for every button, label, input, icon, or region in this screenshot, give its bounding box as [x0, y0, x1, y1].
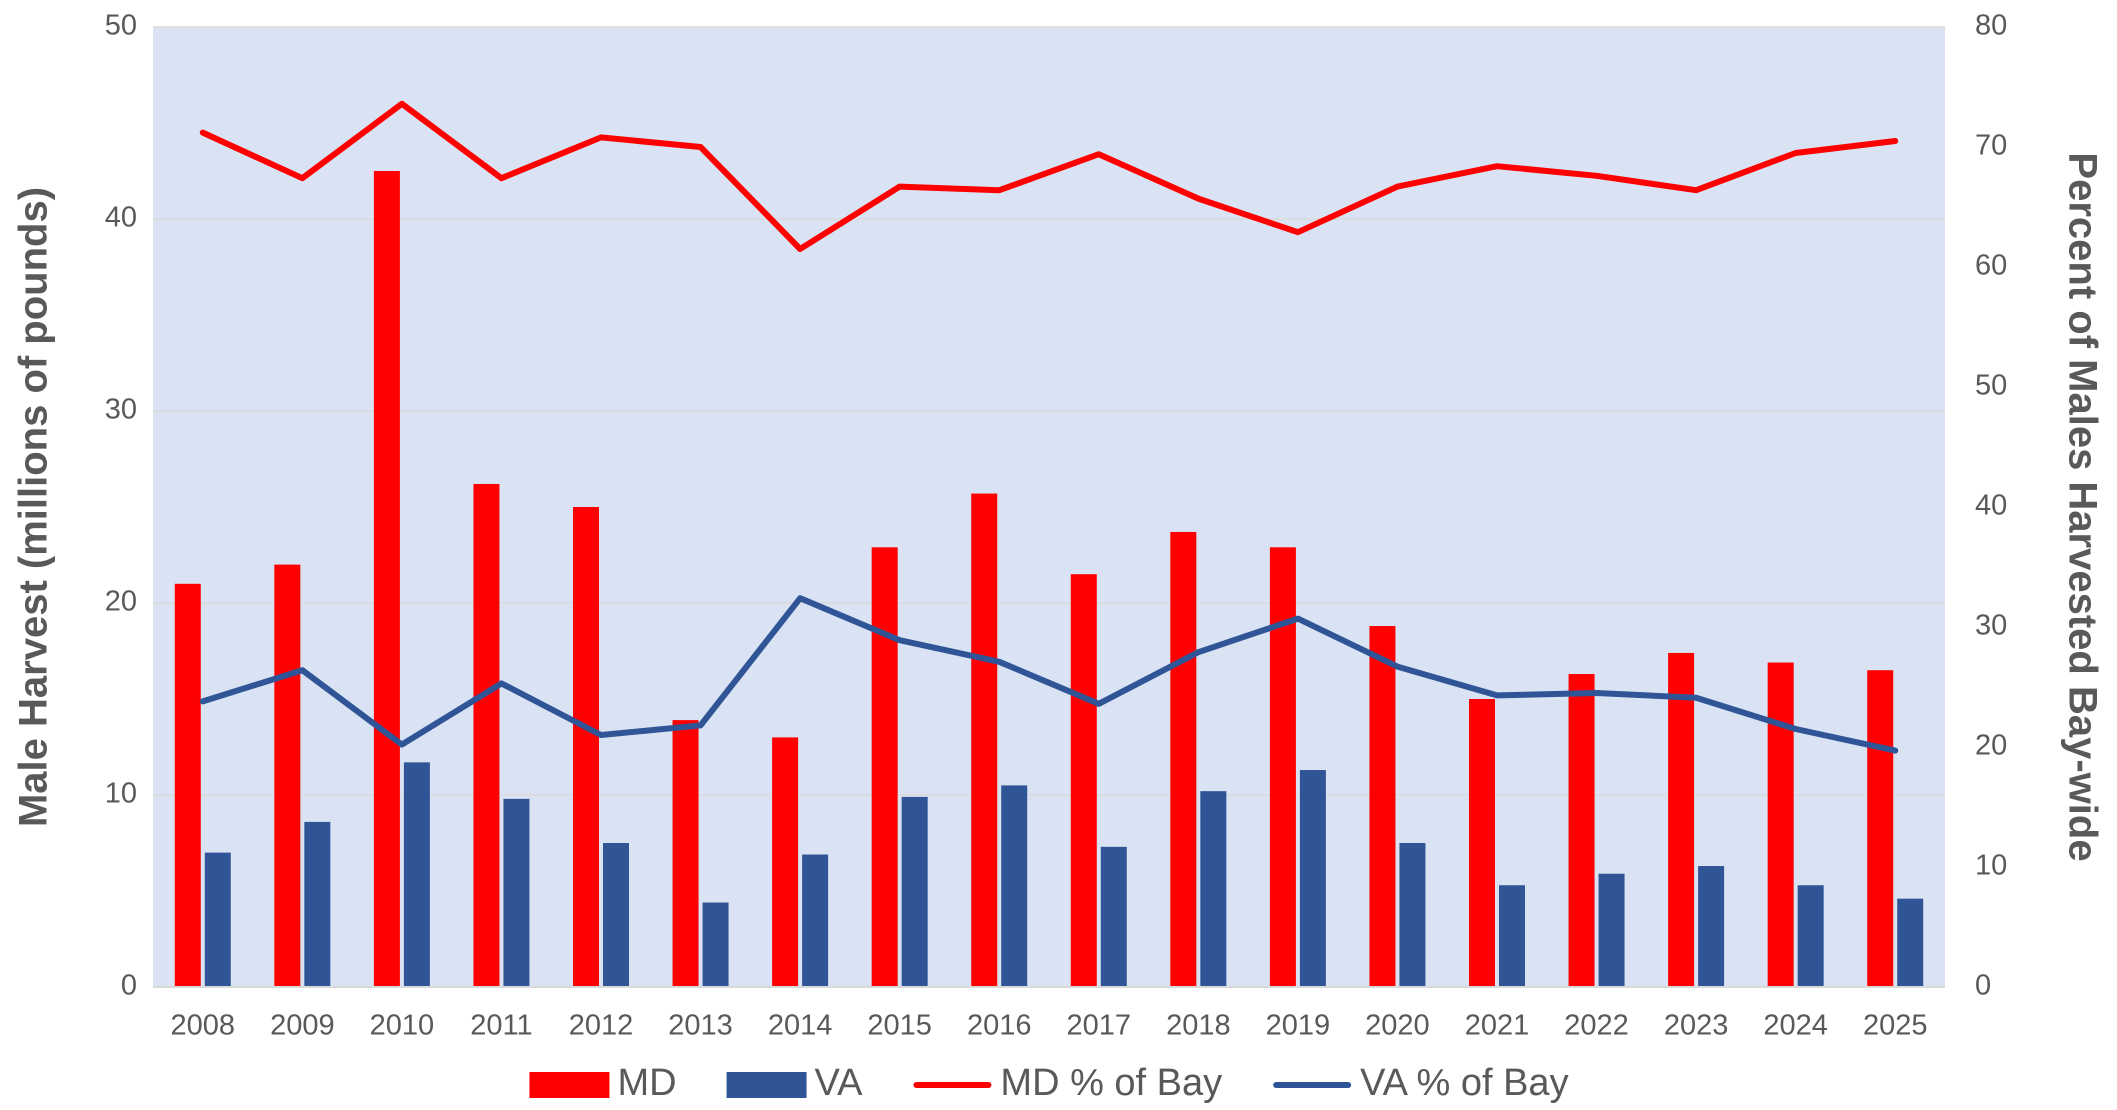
- bar: [1299, 770, 1326, 987]
- x-tick-label: 2018: [1166, 1010, 1231, 1042]
- bar: [1598, 873, 1625, 987]
- bar: [1499, 885, 1525, 987]
- bar: [1698, 866, 1725, 987]
- y2-tick-label: 30: [1975, 610, 2007, 642]
- bar: [174, 583, 201, 987]
- plot-area: [153, 27, 1945, 987]
- x-tick-label: 2020: [1365, 1010, 1430, 1042]
- x-tick-label: 2014: [768, 1010, 833, 1042]
- y-tick-label: 40: [105, 202, 137, 234]
- legend-swatch: [726, 1072, 807, 1098]
- x-tick-label: 2013: [668, 1010, 733, 1042]
- bar: [1001, 785, 1028, 987]
- bar: [573, 507, 599, 987]
- bar: [971, 493, 998, 987]
- bar: [204, 852, 231, 987]
- bar: [871, 547, 898, 987]
- bar: [1568, 674, 1595, 987]
- legend-swatch: [529, 1072, 610, 1098]
- bar: [304, 821, 331, 987]
- bar: [1200, 791, 1227, 987]
- y2-tick-label: 40: [1975, 490, 2007, 522]
- x-tick-label: 2022: [1564, 1010, 1629, 1042]
- x-tick-label: 2011: [470, 1010, 532, 1042]
- legend-label: VA: [815, 1062, 864, 1104]
- bar: [274, 564, 301, 987]
- y2-tick-label: 10: [1975, 850, 2007, 882]
- y2-axis-title: Percent of Males Harvested Bay-wide: [2060, 152, 2104, 861]
- bar: [802, 854, 829, 987]
- bar: [503, 798, 530, 987]
- x-tick-label: 2009: [270, 1010, 335, 1042]
- bar: [1867, 670, 1894, 987]
- bar: [1897, 898, 1924, 987]
- y2-tick-label: 60: [1975, 250, 2007, 282]
- y2-tick-label: 20: [1975, 730, 2007, 762]
- bar: [1797, 885, 1824, 987]
- bar: [1070, 574, 1097, 987]
- bar: [1469, 699, 1495, 987]
- y2-tick-label: 70: [1975, 130, 2007, 162]
- x-tick-label: 2008: [171, 1010, 236, 1042]
- y-tick-label: 50: [105, 10, 137, 42]
- bar: [901, 796, 928, 987]
- bar: [1100, 846, 1127, 987]
- x-tick-label: 2025: [1863, 1010, 1928, 1042]
- x-tick-label: 2016: [967, 1010, 1032, 1042]
- x-tick-label: 2024: [1763, 1010, 1828, 1042]
- bar: [1369, 626, 1396, 987]
- bar: [1269, 547, 1296, 987]
- line: [199, 100, 1899, 252]
- bar: [1170, 531, 1197, 987]
- legend-label: VA % of Bay: [1360, 1062, 1568, 1104]
- x-tick-label: 2023: [1664, 1010, 1729, 1042]
- bar: [1399, 843, 1426, 987]
- bar: [373, 171, 400, 987]
- y-tick-label: 20: [105, 586, 137, 618]
- line: [199, 595, 1899, 754]
- y-axis-title: Male Harvest (millions of pounds): [12, 187, 56, 827]
- bar: [702, 902, 729, 987]
- bar: [603, 843, 629, 987]
- x-tick-label: 2019: [1266, 1010, 1331, 1042]
- x-tick-label: 2021: [1465, 1010, 1530, 1042]
- y2-tick-label: 80: [1975, 10, 2007, 42]
- y-tick-label: 30: [105, 394, 137, 426]
- x-tick-label: 2012: [569, 1010, 634, 1042]
- bar: [672, 720, 699, 987]
- y-tick-label: 10: [105, 778, 137, 810]
- bar: [403, 762, 430, 987]
- legend-label: MD: [617, 1062, 676, 1104]
- x-tick-label: 2017: [1067, 1010, 1132, 1042]
- bar: [1668, 652, 1695, 987]
- legend-label: MD % of Bay: [1000, 1062, 1222, 1104]
- bar: [1767, 662, 1794, 987]
- y2-tick-label: 50: [1975, 370, 2007, 402]
- bar: [772, 737, 799, 987]
- y2-tick-label: 0: [1975, 970, 1991, 1002]
- x-tick-label: 2015: [867, 1010, 932, 1042]
- y-tick-label: 0: [121, 970, 137, 1002]
- x-tick-label: 2010: [370, 1010, 435, 1042]
- bar: [473, 483, 500, 987]
